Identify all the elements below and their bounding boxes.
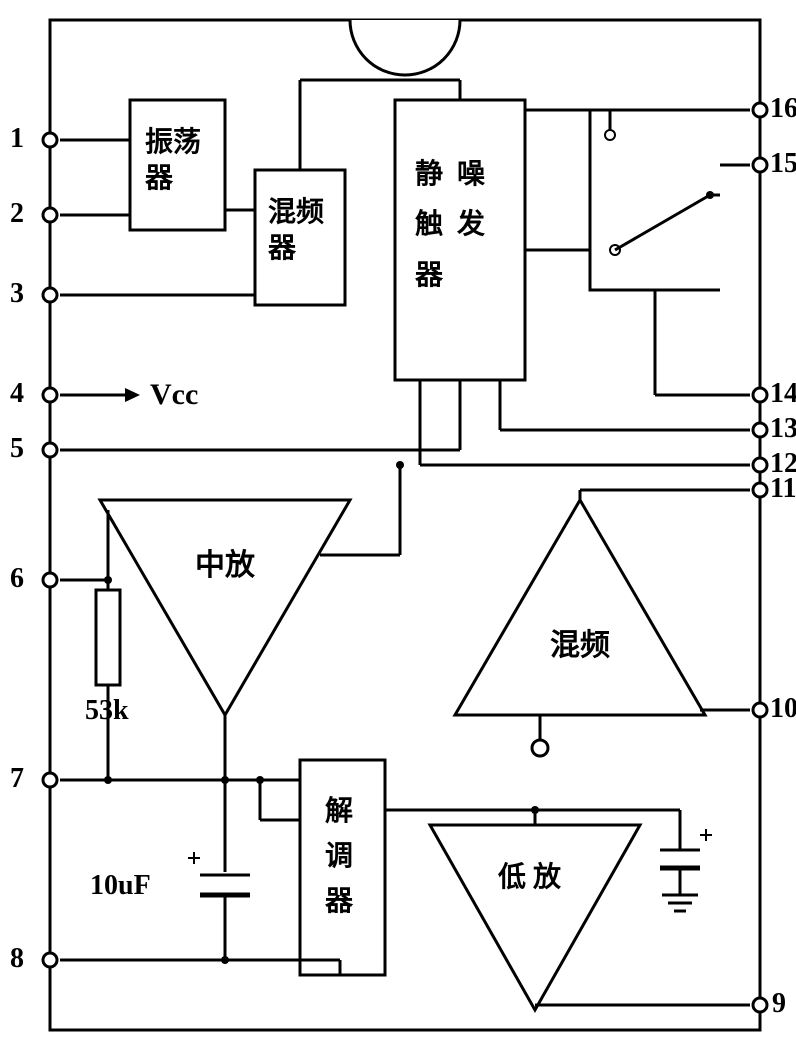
pin-15: 15 bbox=[770, 148, 796, 180]
cap-value: 10uF bbox=[90, 870, 151, 902]
pin-7: 7 bbox=[10, 763, 24, 795]
pin-8: 8 bbox=[10, 943, 24, 975]
resistor bbox=[96, 590, 120, 685]
pin-14: 14 bbox=[770, 378, 796, 410]
demod-label: 解 调 器 bbox=[325, 790, 353, 924]
pin-13: 13 bbox=[770, 413, 796, 445]
pin-2: 2 bbox=[10, 198, 24, 230]
pin-1: 1 bbox=[10, 123, 24, 155]
resistor-value: 53k bbox=[85, 695, 129, 727]
pin-9: 9 bbox=[772, 988, 786, 1020]
pin-10: 10 bbox=[770, 693, 796, 725]
mixer2-triangle bbox=[455, 500, 705, 715]
oscillator-label: 振荡 器 bbox=[145, 125, 201, 198]
pin-3: 3 bbox=[10, 278, 24, 310]
lf-amp-label: 低 放 bbox=[498, 855, 561, 895]
switch-arm bbox=[615, 195, 710, 250]
mixer-label: 混频 器 bbox=[268, 195, 324, 268]
pin-16: 16 bbox=[770, 93, 796, 125]
if-amp-label: 中放 bbox=[195, 540, 255, 584]
vcc-label: Vcc bbox=[150, 378, 198, 412]
diagram-canvas: 振荡 器 混频 器 静 噪 触 发 器 解 调 器 中放 混频 低 放 53k … bbox=[0, 0, 796, 1053]
mixer2-label: 混频 bbox=[550, 620, 610, 664]
pin-11: 11 bbox=[770, 473, 796, 505]
pin-5: 5 bbox=[10, 433, 24, 465]
if-amp-triangle bbox=[100, 500, 350, 715]
pin-4: 4 bbox=[10, 378, 24, 410]
pin-6: 6 bbox=[10, 563, 24, 595]
lf-amp-triangle bbox=[430, 825, 640, 1010]
squelch-label: 静 噪 触 发 器 bbox=[415, 150, 485, 301]
ic-notch bbox=[350, 20, 460, 75]
